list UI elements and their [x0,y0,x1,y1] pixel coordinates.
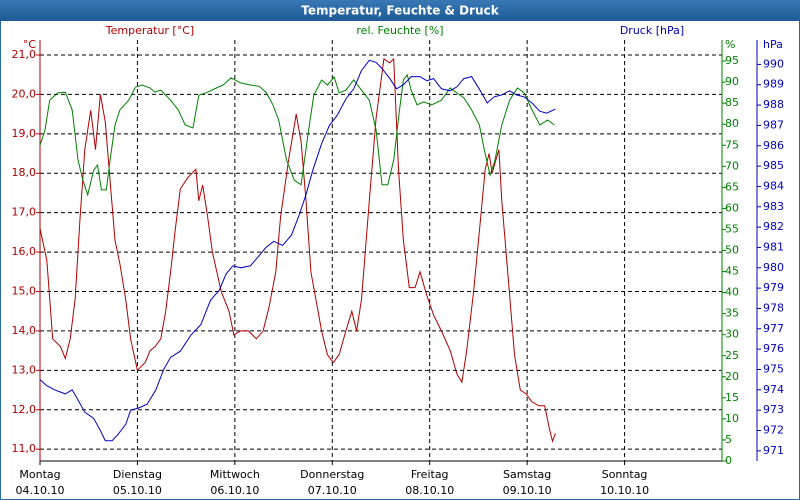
x-tick-date: 04.10.10 [16,484,65,497]
axis-title: Temperatur [°C] [105,24,194,37]
series-line [39,73,555,197]
y3-tick-label: 973 [763,403,784,416]
y3-tick-label: 986 [763,139,784,152]
y2-tick-label: 20 [725,370,739,383]
y3-tick-label: 979 [763,281,784,294]
y3-tick-label: 982 [763,220,784,233]
x-tick-date: 07.10.10 [308,484,357,497]
y3-tick-label: 977 [763,322,784,335]
axis-title: Druck [hPa] [620,24,684,37]
y2-unit: % [725,38,735,51]
y3-tick-label: 989 [763,78,784,91]
y-tick-label: 19,0 [12,127,37,140]
y2-tick-label: 40 [725,286,739,299]
y3-tick-label: 990 [763,57,784,70]
y-tick-label: 16,0 [12,245,37,258]
x-tick-label: Samstag [503,468,551,481]
x-tick-date: 09.10.10 [503,484,552,497]
y2-tick-label: 30 [725,328,739,341]
y3-tick-label: 978 [763,301,784,314]
y2-tick-label: 80 [725,117,739,130]
y2-tick-label: 50 [725,244,739,257]
y-tick-label: 13,0 [12,363,37,376]
y-tick-label: 18,0 [12,166,37,179]
y2-tick-label: 75 [725,138,739,151]
chart-title: Temperatur, Feuchte & Druck [301,4,499,18]
title-bar [0,0,800,21]
x-tick-date: 06.10.10 [210,484,259,497]
x-tick-label: Dienstag [113,468,162,481]
y-tick-label: 15,0 [12,284,37,297]
x-tick-label: Sonntag [602,468,648,481]
y2-tick-label: 15 [725,391,739,404]
y3-tick-label: 984 [763,179,784,192]
y2-tick-label: 10 [725,412,739,425]
y3-tick-label: 976 [763,342,784,355]
y3-tick-label: 981 [763,240,784,253]
series-line [39,57,556,444]
y3-tick-label: 980 [763,261,784,274]
y2-tick-label: 70 [725,159,739,172]
y3-tick-label: 975 [763,362,784,375]
x-tick-date: 10.10.10 [600,484,649,497]
x-tick-date: 08.10.10 [405,484,454,497]
axis-title: rel. Feuchte [%] [356,24,443,37]
y2-tick-label: 35 [725,307,739,320]
y2-tick-label: 0 [725,454,732,467]
y3-unit: hPa [763,38,783,51]
y2-tick-label: 90 [725,75,739,88]
y-tick-label: 20,0 [12,87,37,100]
x-tick-label: Mittwoch [210,468,260,481]
y3-tick-label: 971 [763,444,784,457]
y3-tick-label: 972 [763,423,784,436]
y-unit: °C [23,38,37,51]
y3-tick-label: 985 [763,159,784,172]
y-tick-label: 12,0 [12,403,37,416]
x-tick-label: Donnerstag [300,468,364,481]
y3-tick-label: 987 [763,118,784,131]
y2-tick-label: 55 [725,222,739,235]
y-tick-label: 14,0 [12,324,37,337]
y-tick-label: 21,0 [12,48,37,61]
y-tick-label: 17,0 [12,206,37,219]
y2-tick-label: 95 [725,54,739,67]
y2-tick-label: 65 [725,180,739,193]
y2-tick-label: 60 [725,201,739,214]
y2-tick-label: 45 [725,265,739,278]
y-tick-label: 11,0 [12,442,37,455]
y2-tick-label: 5 [725,433,732,446]
x-tick-date: 05.10.10 [113,484,162,497]
x-tick-label: Montag [19,468,60,481]
series-line [39,59,556,442]
y3-tick-label: 983 [763,200,784,213]
x-tick-label: Freitag [411,468,449,481]
y2-tick-label: 25 [725,349,739,362]
y3-tick-label: 988 [763,98,784,111]
y2-tick-label: 85 [725,96,739,109]
y3-tick-label: 974 [763,383,784,396]
